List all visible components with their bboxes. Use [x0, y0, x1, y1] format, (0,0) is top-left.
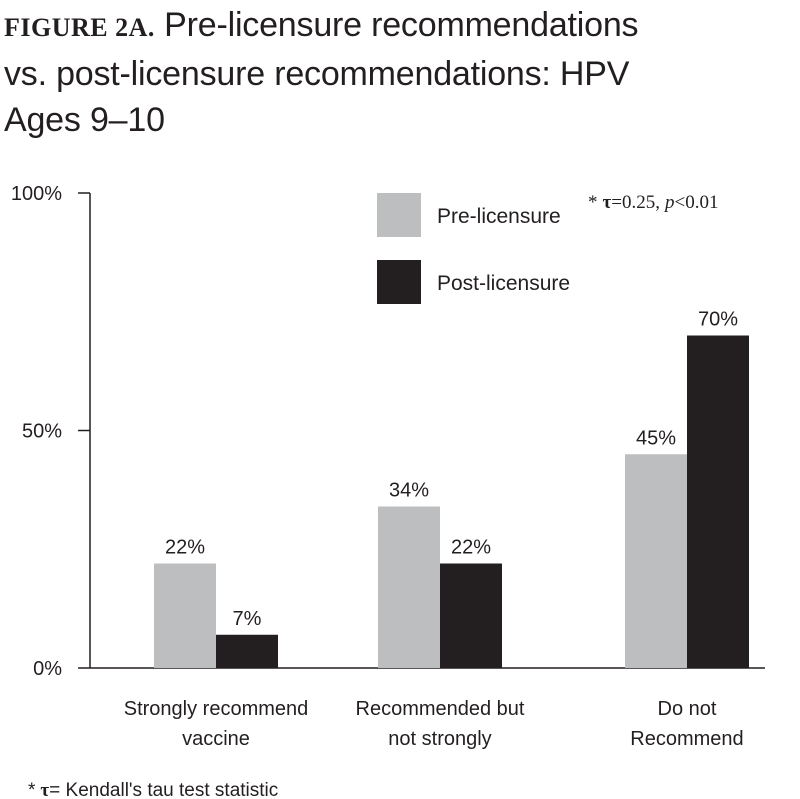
chart-legend: Pre-licensure Post-licensure — [377, 193, 570, 304]
y-tick-label: 0% — [33, 658, 62, 680]
legend-swatch-post — [377, 260, 421, 304]
title-line-1: Pre-licensure recommendations — [164, 6, 639, 44]
legend-swatch-pre — [377, 193, 421, 237]
bar-post-1 — [216, 634, 278, 668]
footnote-star: * — [28, 780, 36, 799]
category-label: Do not — [658, 698, 717, 720]
stat-annotation: * τ=0.25, p<0.01 — [588, 192, 718, 213]
category-label: vaccine — [182, 728, 250, 750]
legend-label: Post-licensure — [437, 272, 570, 295]
stat-p-value: <0.01 — [674, 192, 718, 213]
chart-bars — [154, 335, 749, 668]
data-label: 22% — [451, 537, 491, 559]
bar-post-3 — [687, 335, 749, 668]
category-label: Strongly recommend — [124, 698, 309, 720]
chart-category-labels: Strongly recommend vaccine Recommended but… — [124, 698, 744, 750]
stat-star: * — [588, 192, 598, 213]
data-label: 45% — [636, 427, 676, 449]
chart-value-labels: 22% 34% 45% 7% 22% 70% — [165, 309, 738, 630]
y-tick-label: 100% — [11, 183, 62, 205]
data-label: 70% — [698, 309, 738, 331]
category-label: not strongly — [388, 728, 491, 750]
footnote: * τ= Kendall's tau test statistic — [28, 780, 278, 799]
footnote-text: = Kendall's tau test statistic — [49, 780, 278, 799]
legend-label: Pre-licensure — [437, 205, 561, 228]
data-label: 34% — [389, 480, 429, 502]
bar-pre-1 — [154, 563, 216, 668]
y-tick-label: 50% — [22, 421, 62, 443]
data-label: 22% — [165, 537, 205, 559]
stat-tau: τ — [603, 192, 612, 213]
stat-p: p — [663, 192, 675, 213]
title-line-2: vs. post-licensure recommendations: HPV — [4, 55, 630, 93]
data-label: 7% — [233, 608, 262, 630]
bar-pre-3 — [625, 454, 687, 668]
title-line-3: Ages 9–10 — [4, 101, 165, 139]
category-label: Recommended but — [356, 698, 525, 720]
figure-label: FIGURE 2A. — [4, 13, 155, 42]
stat-eq-value: =0.25, — [611, 192, 660, 213]
bar-pre-2 — [378, 506, 440, 668]
category-label: Recommend — [630, 728, 743, 750]
footnote-tau: τ — [40, 780, 49, 799]
chart-title: FIGURE 2A. Pre-licensure recommendations… — [4, 2, 794, 143]
bar-post-2 — [440, 563, 502, 668]
